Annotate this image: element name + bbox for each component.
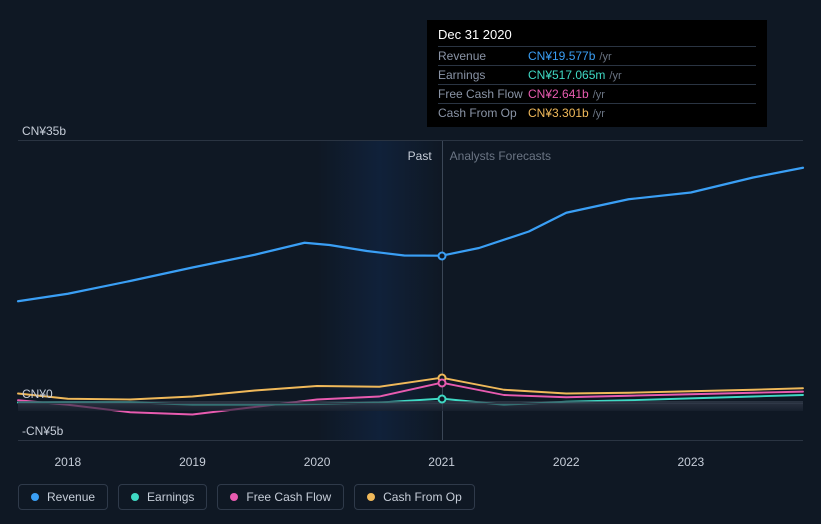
- tooltip-metric-unit: /yr: [593, 108, 605, 120]
- legend-label: Revenue: [47, 490, 95, 504]
- x-axis-label: 2021: [428, 455, 455, 469]
- tooltip-metric-label: Free Cash Flow: [438, 87, 528, 101]
- hover-marker-earnings: [437, 394, 446, 403]
- tooltip-metric-label: Earnings: [438, 68, 528, 82]
- hover-marker-revenue: [437, 251, 446, 260]
- legend-item[interactable]: Earnings: [118, 484, 207, 510]
- tooltip-row: Cash From OpCN¥3.301b/yr: [438, 103, 756, 122]
- legend-dot-icon: [367, 493, 375, 501]
- tooltip-row: EarningsCN¥517.065m/yr: [438, 65, 756, 84]
- legend-item[interactable]: Cash From Op: [354, 484, 475, 510]
- y-axis-label: CN¥35b: [22, 124, 66, 138]
- tooltip-metric-label: Revenue: [438, 49, 528, 63]
- tooltip-metric-value: CN¥3.301b: [528, 106, 589, 120]
- gridline: [18, 440, 803, 441]
- chart-lines: [18, 140, 803, 440]
- tooltip-metric-unit: /yr: [599, 51, 611, 63]
- legend-dot-icon: [131, 493, 139, 501]
- legend-label: Free Cash Flow: [246, 490, 331, 504]
- hover-marker-fcf: [437, 378, 446, 387]
- legend-dot-icon: [31, 493, 39, 501]
- x-axis-label: 2020: [304, 455, 331, 469]
- tooltip-metric-unit: /yr: [593, 89, 605, 101]
- plot-area[interactable]: Past Analysts Forecasts: [18, 140, 803, 440]
- legend-item[interactable]: Free Cash Flow: [217, 484, 344, 510]
- x-axis-label: 2019: [179, 455, 206, 469]
- legend-label: Earnings: [147, 490, 194, 504]
- y-axis-label: CN¥0: [22, 387, 53, 401]
- tooltip-row: Free Cash FlowCN¥2.641b/yr: [438, 84, 756, 103]
- legend-label: Cash From Op: [383, 490, 462, 504]
- tooltip-date: Dec 31 2020: [438, 27, 756, 46]
- tooltip-row: RevenueCN¥19.577b/yr: [438, 46, 756, 65]
- x-axis-label: 2022: [553, 455, 580, 469]
- tooltip-metric-label: Cash From Op: [438, 106, 528, 120]
- financial-chart: Dec 31 2020 RevenueCN¥19.577b/yrEarnings…: [0, 0, 821, 524]
- legend-item[interactable]: Revenue: [18, 484, 108, 510]
- x-axis-label: 2018: [54, 455, 81, 469]
- tooltip-metric-unit: /yr: [609, 70, 621, 82]
- y-axis-label: -CN¥5b: [22, 424, 63, 438]
- series-line-cfo: [18, 378, 803, 400]
- tooltip-metric-value: CN¥2.641b: [528, 87, 589, 101]
- legend-dot-icon: [230, 493, 238, 501]
- tooltip-metric-value: CN¥19.577b: [528, 49, 595, 63]
- legend: Revenue Earnings Free Cash Flow Cash From O…: [18, 484, 475, 510]
- gridline: [18, 140, 803, 141]
- tooltip-metric-value: CN¥517.065m: [528, 68, 605, 82]
- zero-band: [18, 401, 803, 411]
- series-line-revenue: [18, 168, 803, 302]
- x-axis-label: 2023: [677, 455, 704, 469]
- hover-tooltip: Dec 31 2020 RevenueCN¥19.577b/yrEarnings…: [427, 20, 767, 127]
